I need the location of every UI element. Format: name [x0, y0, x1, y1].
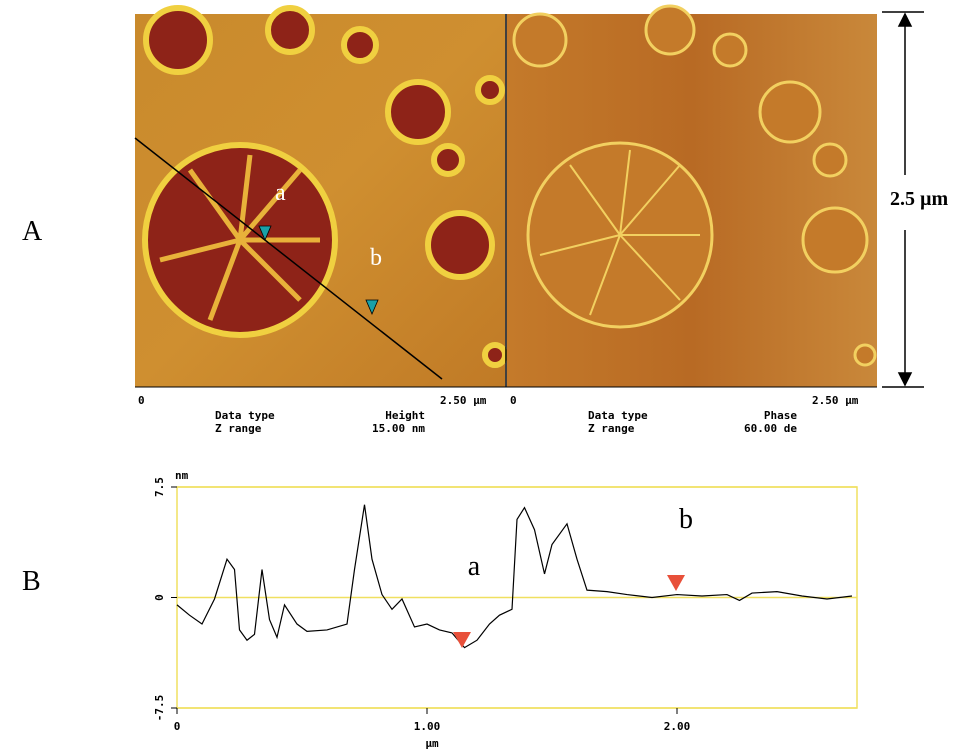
info-label: Z range: [215, 422, 262, 435]
info-value: 60.00 de: [744, 422, 797, 435]
figure: A B a b 0 2.50 µm Data type Z ran: [0, 0, 963, 749]
x-label: µm: [425, 737, 439, 749]
axis-label: 2.50 µm: [440, 394, 487, 407]
x-tick-label: 2.00: [664, 720, 691, 733]
info-label: Data type: [215, 409, 275, 422]
image-marker: b: [370, 245, 382, 271]
y-tick-label: 0: [153, 594, 166, 601]
profile-line: [177, 505, 852, 648]
x-tick-label: 0: [174, 720, 181, 733]
y-tick-label: 7.5: [153, 477, 166, 497]
info-label: Data type: [588, 409, 648, 422]
info-value: Phase: [764, 409, 797, 422]
scale-label: 2.5 µm: [890, 188, 949, 210]
annotation: b: [679, 504, 693, 535]
annotation: a: [468, 551, 481, 582]
image-marker: a: [275, 180, 286, 206]
axis-label: 0: [510, 394, 517, 407]
panel-label: B: [22, 566, 41, 597]
x-tick-label: 1.00: [414, 720, 441, 733]
info-label: Z range: [588, 422, 635, 435]
y-tick-label: -7.5: [153, 695, 166, 722]
cursor-marker: [667, 575, 685, 591]
y-unit: nm: [175, 469, 189, 482]
height-image: a b: [135, 8, 505, 387]
phase-image: [506, 6, 877, 387]
axis-label: 0: [138, 394, 145, 407]
axis-label: 2.50 µm: [812, 394, 859, 407]
info-value: 15.00 nm: [372, 422, 425, 435]
info-value: Height: [385, 409, 425, 422]
panel-label: A: [22, 216, 43, 247]
